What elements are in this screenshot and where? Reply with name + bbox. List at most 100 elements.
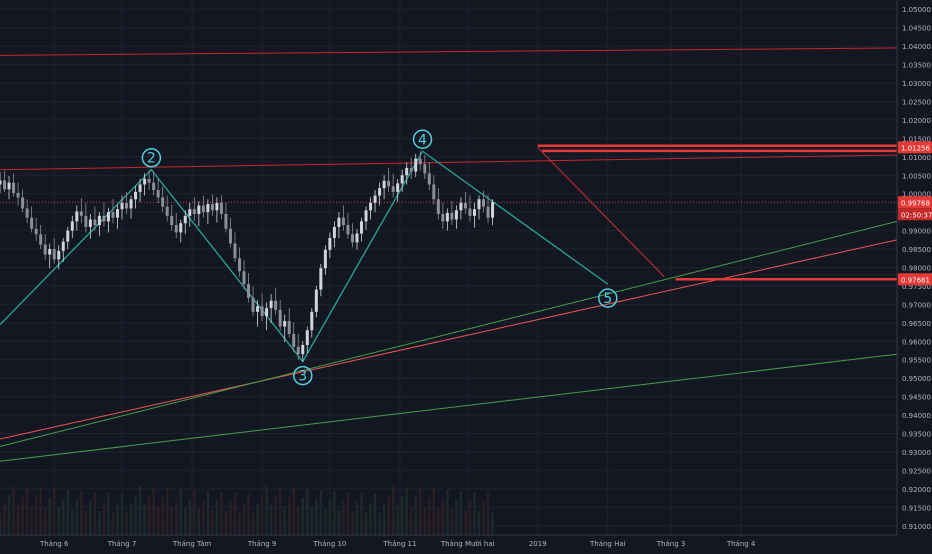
trend-line[interactable]	[0, 353, 898, 462]
volume-bar	[324, 509, 327, 535]
candle-body	[482, 199, 486, 207]
wave-marker-circle[interactable]	[141, 147, 162, 168]
candle-body	[25, 208, 29, 218]
trend-line[interactable]	[0, 220, 898, 447]
candle-body	[260, 306, 264, 317]
time-axis[interactable]: Tháng 6 Tháng 7 Tháng Tám Tháng 9 Tháng 10 Th…	[39, 540, 756, 548]
volume-bar	[111, 512, 115, 535]
candle-body	[66, 230, 70, 242]
time-tick-label: Tháng 6	[39, 540, 69, 548]
volume-bar	[473, 492, 476, 535]
price-tick-label: 0.96000	[902, 338, 931, 346]
candle-body	[382, 180, 386, 189]
volume-bar	[224, 511, 228, 535]
wave-marker-circle[interactable]	[412, 129, 433, 150]
candle-body	[387, 180, 391, 187]
candle-body	[179, 223, 183, 233]
price-tick-label: 0.98500	[902, 246, 931, 254]
volume-bar	[242, 503, 246, 535]
volume-bar	[414, 497, 417, 535]
volume-bar	[12, 486, 15, 535]
candle-body	[274, 300, 278, 310]
volume-bar	[464, 510, 467, 535]
volume-bar	[238, 512, 241, 535]
candle-body	[48, 249, 52, 255]
price-tick-label: 0.93500	[902, 431, 931, 439]
candle-body	[450, 212, 454, 220]
price-tick-label: 0.98000	[902, 265, 931, 273]
trend-line[interactable]	[537, 147, 665, 278]
price-tick-label: 0.97000	[902, 301, 931, 309]
volume-bar	[251, 513, 255, 535]
candle-body	[287, 321, 291, 334]
volume-bar	[382, 504, 386, 535]
volume-bar	[175, 498, 178, 535]
candle-body	[210, 204, 214, 211]
candle-body	[242, 271, 246, 285]
price-label-text: 0.97681	[901, 276, 930, 284]
volume-bar	[25, 487, 29, 535]
volume-bar	[233, 493, 237, 535]
volume-bar	[80, 491, 83, 535]
candle-body	[238, 258, 242, 272]
candle-body	[405, 167, 409, 176]
price-tick-label: 0.94000	[902, 412, 931, 420]
candle-body	[328, 237, 332, 250]
volume-bar	[400, 496, 404, 535]
volume-bar	[319, 490, 323, 535]
candle-body	[7, 182, 11, 190]
volume-bar	[229, 502, 232, 535]
price-tick-label: 0.91000	[902, 523, 931, 531]
price-label-box	[898, 273, 932, 286]
volume-bar	[441, 499, 445, 535]
candle-body	[305, 330, 309, 345]
time-tick-label: Tháng 7	[107, 540, 137, 548]
wave-marker-circle[interactable]	[598, 288, 618, 308]
price-tick-label: 1.05000	[902, 6, 931, 14]
candle-body	[314, 289, 318, 312]
volume-bar	[247, 494, 250, 535]
time-tick-label: Tháng 4	[726, 540, 756, 548]
time-tick-label: Tháng Hai	[589, 540, 626, 548]
candle-body	[34, 228, 38, 235]
countdown-label-box	[898, 208, 932, 221]
candle-body	[134, 191, 138, 200]
volume-bar	[387, 495, 390, 535]
volume-bar	[143, 505, 146, 535]
candle-body	[79, 211, 83, 216]
trend-line[interactable]	[0, 47, 898, 56]
candle-body	[228, 228, 232, 244]
price-axis[interactable]: 1.05000 1.04500 1.04000 1.03500 1.03000 1.025…	[902, 6, 931, 531]
candle-body	[247, 284, 251, 298]
candle-body	[75, 211, 79, 222]
candle-body	[341, 217, 345, 226]
candle-body	[102, 215, 106, 222]
volume-bar	[306, 489, 309, 535]
candle-body	[251, 297, 255, 312]
candle-body	[463, 202, 467, 209]
volume-bar	[432, 489, 436, 535]
volume-bar	[116, 503, 119, 535]
candle-body	[468, 208, 472, 216]
volume-bar	[301, 498, 304, 535]
candle-body	[491, 202, 495, 218]
volume-bar	[405, 487, 408, 535]
trend-line[interactable]	[0, 239, 898, 440]
volume-bar	[288, 497, 291, 535]
time-tick-label: Tháng Mười hai	[440, 540, 495, 548]
candle-body	[454, 210, 458, 220]
candle-body	[436, 199, 440, 214]
volume-bar	[39, 488, 42, 535]
candle-body	[12, 182, 16, 193]
candle-body	[156, 190, 160, 198]
candle-body	[138, 184, 142, 192]
volume-bar	[396, 505, 399, 535]
wave-marker-circle[interactable]	[293, 365, 313, 386]
candle-body	[418, 158, 422, 165]
candle-body	[310, 311, 314, 331]
volume-bar	[165, 488, 169, 535]
volume-bar	[202, 500, 205, 535]
volume-bar	[84, 510, 88, 535]
price-tick-label: 0.91500	[902, 504, 931, 512]
